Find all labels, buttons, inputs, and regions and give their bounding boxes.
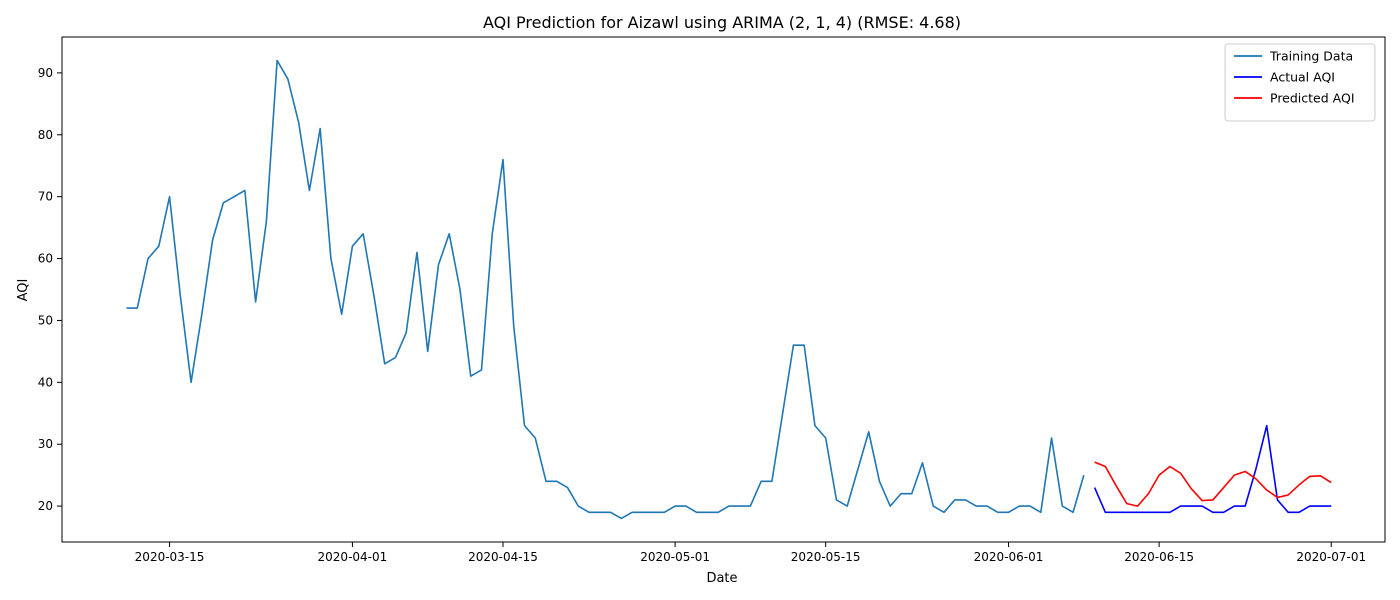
y-tick-label: 80 (38, 128, 53, 142)
series-layer (126, 59, 1332, 520)
x-tick-label: 2020-07-01 (1296, 550, 1366, 564)
x-tick-label: 2020-04-01 (318, 550, 388, 564)
legend-label: Actual AQI (1270, 70, 1335, 85)
legend: Training Data Actual AQI Predicted AQI (1224, 43, 1376, 122)
y-axis: 20 30 40 50 60 70 80 90 (38, 66, 62, 513)
plot-area (61, 36, 1386, 543)
chart-title: AQI Prediction for Aizawl using ARIMA (2… (483, 13, 961, 32)
series-line-predicted-aqi (1094, 461, 1332, 507)
legend-label: Predicted AQI (1270, 91, 1355, 106)
x-tick-label: 2020-06-01 (974, 550, 1044, 564)
x-axis-label: Date (706, 571, 737, 586)
y-tick-label: 60 (38, 252, 53, 266)
plot-frame (61, 36, 1386, 543)
x-tick-label: 2020-06-15 (1124, 550, 1194, 564)
x-axis: 2020-03-15 2020-04-01 2020-04-15 2020-05-01… (135, 542, 1366, 564)
y-tick-label: 20 (38, 499, 53, 513)
y-tick-label: 70 (38, 190, 53, 204)
x-tick-label: 2020-04-15 (468, 550, 538, 564)
y-tick-label: 90 (38, 66, 53, 80)
legend-box (1224, 43, 1376, 122)
x-tick-label: 2020-05-15 (791, 550, 861, 564)
series-line-actual-aqi (1093, 424, 1332, 514)
series-line-training-data (126, 59, 1085, 520)
y-tick-label: 40 (38, 375, 53, 389)
y-tick-label: 50 (38, 313, 53, 327)
x-tick-label: 2020-03-15 (135, 550, 205, 564)
y-axis-label: AQI (16, 279, 31, 302)
x-tick-label: 2020-05-01 (640, 550, 710, 564)
y-tick-label: 30 (38, 437, 53, 451)
legend-label: Training Data (1269, 49, 1353, 64)
